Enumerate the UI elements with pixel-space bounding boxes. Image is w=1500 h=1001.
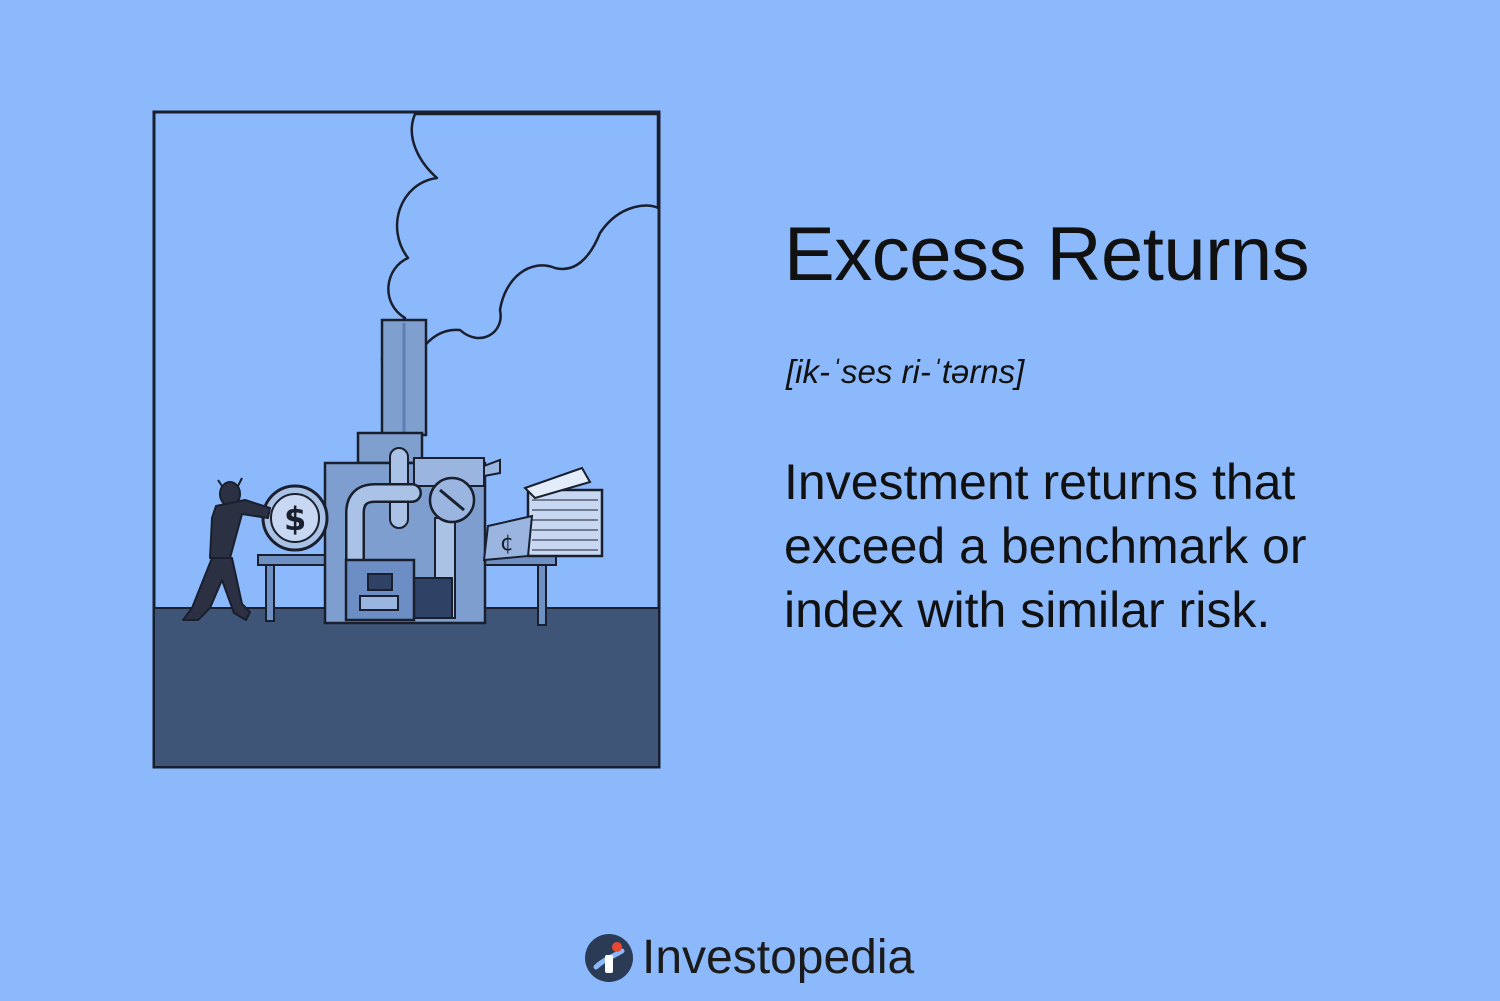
person-pushing (182, 477, 271, 621)
cent-bill (482, 514, 534, 562)
brand-name: Investopedia (642, 931, 915, 984)
cash-stack (526, 488, 604, 558)
definition: Investment returns that exceed a benchma… (784, 454, 1307, 638)
cent-glyph: ¢ (500, 531, 514, 556)
term-title: Excess Returns (784, 212, 1310, 297)
smoke-cloud (380, 112, 660, 362)
factory-illustration: ¢ $ (150, 108, 665, 774)
pronunciation: [ik-ˈses ri-ˈtərns] (786, 353, 1025, 390)
investopedia-logo-icon (584, 933, 634, 983)
brand-logo[interactable]: Investopedia (584, 926, 914, 990)
ground (155, 608, 658, 766)
dollar-glyph: $ (284, 500, 306, 538)
